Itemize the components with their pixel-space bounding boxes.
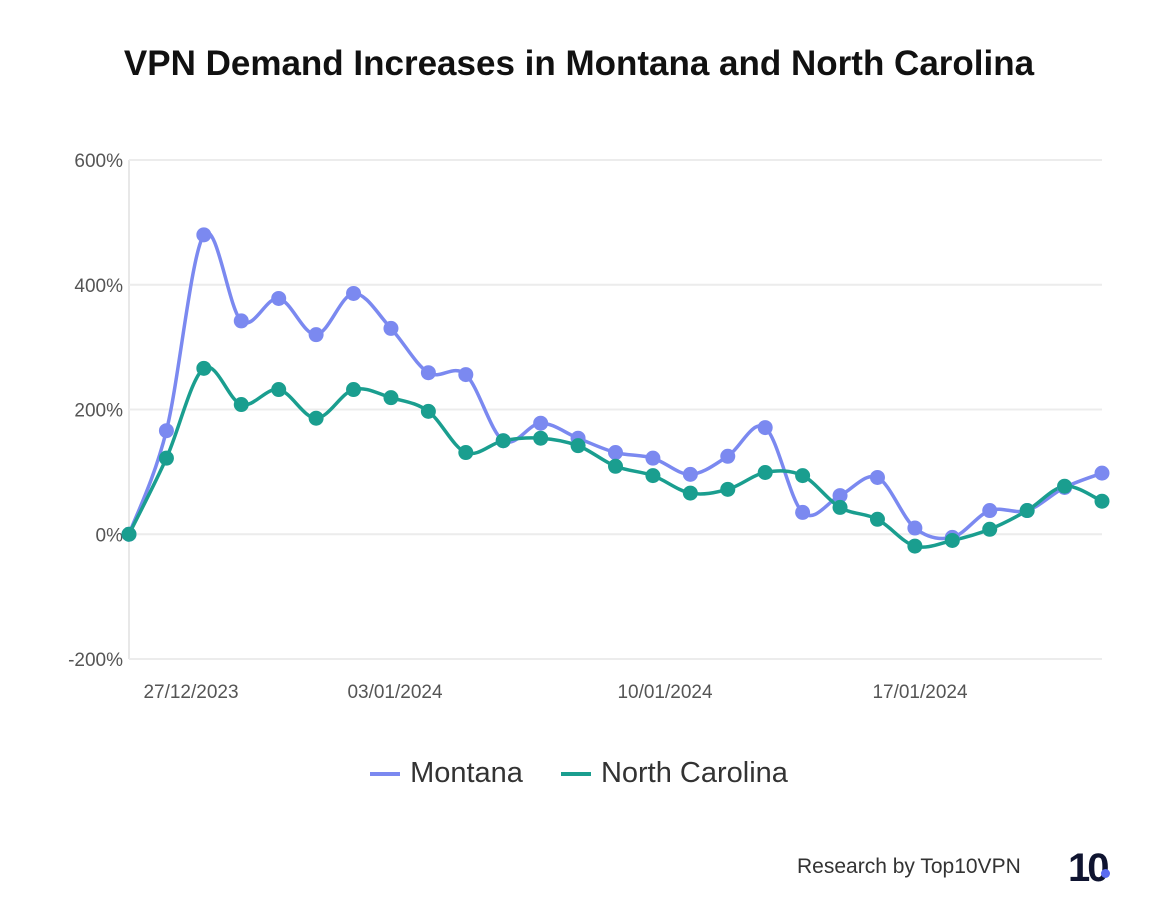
data-point: [233, 313, 249, 329]
data-point: [608, 458, 623, 474]
logo-dot: [1101, 869, 1110, 878]
data-point: [869, 511, 885, 527]
data-point: [308, 410, 324, 426]
data-point: [645, 468, 661, 484]
data-point: [944, 532, 960, 548]
data-point: [533, 415, 549, 431]
data-point: [271, 290, 287, 306]
data-point: [308, 327, 324, 343]
x-tick-label: 17/01/2024: [872, 682, 968, 703]
data-point: [757, 464, 773, 480]
data-point: [346, 382, 362, 398]
data-point: [121, 526, 137, 542]
data-point: [196, 227, 212, 243]
data-point: [271, 382, 287, 398]
data-point: [570, 438, 586, 454]
x-tick-label: 10/01/2024: [617, 682, 713, 703]
data-point: [458, 367, 474, 383]
data-point: [645, 450, 661, 466]
data-point: [1057, 478, 1073, 494]
data-point: [420, 365, 436, 381]
legend-swatch: [560, 771, 591, 776]
data-point: [608, 445, 623, 461]
data-point: [1094, 493, 1110, 509]
data-point: [757, 420, 773, 436]
data-point: [720, 448, 736, 464]
data-point: [832, 499, 848, 515]
data-point: [158, 423, 174, 439]
line-chart: -200% 0% 200% 400% 600% 27/12/2023 03/01/2024 1…: [68, 151, 1110, 703]
data-point: [233, 397, 249, 413]
data-point: [1094, 465, 1110, 481]
data-point: [458, 445, 474, 461]
y-tick-label: 600%: [74, 151, 123, 172]
data-point: [869, 469, 885, 485]
data-point: [1019, 503, 1035, 519]
legend: Montana North Carolina: [0, 757, 1158, 790]
data-point: [158, 450, 174, 466]
data-point: [682, 485, 698, 501]
legend-swatch: [370, 771, 401, 776]
data-point: [982, 521, 998, 537]
top10vpn-logo: 10: [1068, 846, 1109, 891]
legend-item-montana[interactable]: Montana: [370, 757, 523, 790]
logo-text: 10: [1068, 846, 1109, 890]
credit-text: Research by Top10VPN: [797, 855, 1021, 878]
data-point: [682, 466, 698, 482]
data-point: [196, 360, 212, 376]
data-point: [383, 320, 399, 336]
legend-item-north-carolina[interactable]: North Carolina: [560, 757, 788, 790]
y-tick-label: 200%: [74, 401, 123, 422]
data-point: [907, 538, 923, 554]
y-tick-label: 400%: [74, 276, 123, 297]
y-tick-label: -200%: [68, 650, 123, 671]
legend-label: Montana: [410, 757, 523, 789]
data-point: [346, 285, 362, 301]
data-point: [495, 433, 511, 449]
data-point: [982, 503, 998, 519]
data-point: [533, 430, 549, 446]
data-point: [420, 403, 436, 419]
y-tick-label: 0%: [96, 525, 124, 546]
data-point: [795, 468, 811, 484]
data-point: [720, 481, 736, 497]
x-tick-label: 03/01/2024: [347, 682, 443, 703]
chart-title: VPN Demand Increases in Montana and Nort…: [123, 44, 1035, 83]
data-point: [832, 488, 848, 504]
legend-label: North Carolina: [600, 757, 788, 789]
x-tick-label: 27/12/2023: [143, 682, 238, 703]
data-point: [795, 504, 811, 520]
data-point: [383, 390, 399, 406]
data-point: [907, 520, 923, 536]
